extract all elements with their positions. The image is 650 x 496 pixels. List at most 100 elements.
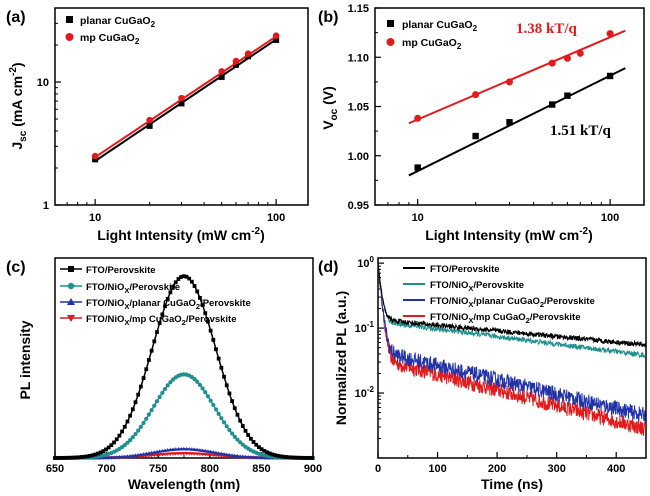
data-point	[291, 455, 296, 460]
panel-d-y-axis-label: Normalized PL (a.u.)	[333, 291, 349, 425]
data-point	[606, 72, 614, 80]
data-point	[267, 451, 272, 456]
data-point	[302, 455, 307, 460]
data-point	[576, 49, 584, 57]
panel-c: (c) 650 700 750 800 850 900 Wavelength (nm) P…	[6, 257, 322, 492]
data-point	[257, 455, 261, 460]
series-line	[377, 263, 646, 359]
data-point	[414, 164, 421, 171]
panel-d-x-axis-label: Time (ns)	[481, 476, 543, 492]
data-point	[197, 452, 202, 457]
data-point	[224, 452, 229, 457]
panel-a-legend: planar CuGaO2 mp CuGaO2	[65, 15, 156, 46]
panel-a-y-axis-label: Jsc (mA cm-2)	[8, 62, 29, 149]
data-point	[216, 356, 221, 361]
data-point	[157, 449, 162, 453]
y-tick-label: 1.05	[348, 102, 369, 114]
data-point	[160, 312, 165, 317]
data-point	[472, 132, 479, 140]
x-tick-label: 400	[607, 463, 625, 475]
x-tick-label: 100	[267, 212, 285, 224]
data-point	[154, 399, 160, 404]
data-point	[213, 407, 219, 412]
data-point	[197, 382, 202, 387]
data-point	[93, 452, 98, 457]
data-point	[163, 304, 167, 309]
data-point	[181, 446, 186, 451]
data-point	[136, 452, 141, 457]
data-point	[106, 445, 111, 450]
data-point	[248, 455, 253, 459]
data-point	[91, 152, 99, 160]
panel-c-legend: FTO/Perovskite FTO/NiOX/Perovskite FTO/N…	[60, 265, 251, 327]
data-point	[90, 453, 95, 458]
data-point	[195, 289, 200, 294]
data-point	[109, 455, 114, 459]
data-point	[184, 446, 189, 451]
data-point	[189, 279, 194, 284]
data-point	[128, 438, 133, 443]
data-point	[114, 437, 119, 442]
data-point	[77, 455, 82, 460]
data-point	[138, 384, 143, 389]
data-point	[117, 454, 122, 459]
legend-label-mp-cugao2: FTO/NiOX/mp CuGaO2/Perovskite	[430, 312, 581, 325]
data-point	[133, 453, 138, 457]
data-point	[128, 413, 133, 418]
panel-b-legend: planar CuGaO2 mp CuGaO2	[386, 19, 478, 51]
data-point	[92, 156, 99, 163]
data-point	[283, 455, 288, 459]
legend-circle-marker	[386, 38, 395, 46]
data-point	[162, 386, 168, 392]
panel-d-frame	[377, 257, 647, 459]
legend-label-mp: mp CuGaO2	[80, 32, 140, 46]
data-point	[240, 424, 245, 428]
data-point	[96, 451, 100, 456]
data-point	[149, 348, 154, 353]
y-tick-label: 10-2	[355, 385, 375, 400]
data-point	[146, 412, 152, 417]
data-point	[171, 452, 175, 456]
data-point	[299, 455, 304, 460]
data-point	[120, 454, 124, 459]
x-tick-label: 300	[547, 463, 565, 475]
panel-c-x-axis-label: Wavelength (nm)	[128, 476, 240, 492]
data-point	[548, 101, 556, 108]
data-point	[297, 455, 302, 460]
data-point	[254, 442, 259, 447]
data-point	[208, 328, 213, 333]
data-point	[192, 284, 197, 288]
data-point	[178, 100, 185, 107]
data-point	[58, 456, 63, 460]
data-point	[414, 114, 422, 122]
panel-c-label: (c)	[6, 259, 26, 276]
data-point	[55, 456, 60, 460]
data-point	[189, 447, 194, 451]
data-point	[192, 447, 197, 451]
data-point	[273, 453, 277, 458]
data-point	[168, 447, 173, 452]
data-point	[189, 452, 194, 456]
data-point	[564, 92, 571, 99]
data-point	[272, 32, 280, 40]
data-point	[203, 311, 208, 316]
data-point	[130, 407, 135, 412]
data-point	[179, 275, 184, 279]
data-point	[157, 453, 162, 457]
y-tick-label: 0.95	[348, 200, 369, 212]
data-point	[310, 456, 315, 460]
data-point	[171, 447, 175, 451]
data-point	[152, 403, 157, 408]
data-point	[219, 365, 224, 370]
data-point	[265, 450, 269, 455]
fit-line	[94, 35, 277, 158]
data-point	[130, 453, 135, 458]
panel-a-label: (a)	[6, 9, 26, 26]
data-point	[144, 416, 149, 421]
data-point	[176, 277, 181, 281]
x-tick-label: 100	[428, 463, 446, 475]
data-point	[227, 452, 232, 457]
data-point	[216, 451, 221, 455]
data-point	[144, 451, 149, 456]
data-point	[114, 455, 119, 459]
